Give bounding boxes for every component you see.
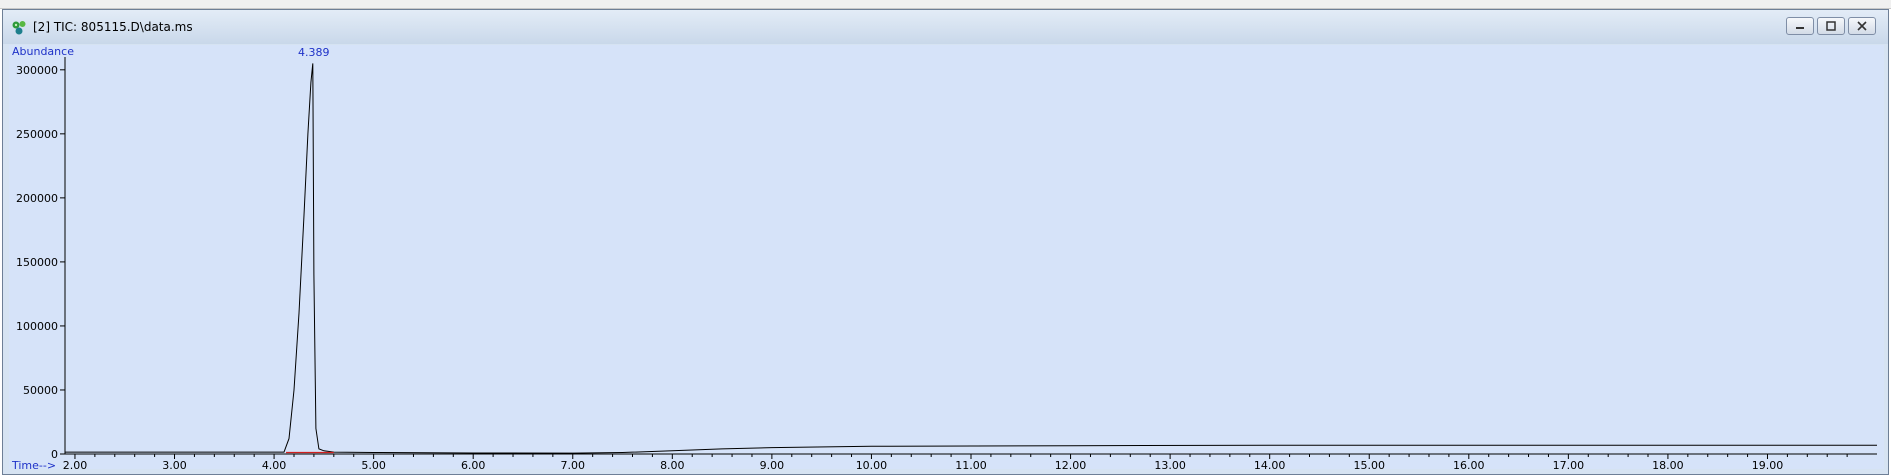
- x-tick-label: 5.00: [361, 459, 386, 469]
- y-tick-label: 100000: [16, 320, 58, 333]
- x-tick-label: 17.00: [1553, 459, 1585, 469]
- tic-chromatogram-chart: 0 50000 100000 150000 200000 250000 300000 2.00…: [11, 45, 1877, 469]
- x-tick-label: 2.00: [63, 459, 88, 469]
- y-axis-label: Abundance: [12, 45, 74, 58]
- x-tick-label: 13.00: [1154, 459, 1186, 469]
- window-titlebar[interactable]: [2] TIC: 805115.D\data.ms: [3, 10, 1888, 44]
- x-tick-label: 7.00: [561, 459, 586, 469]
- chromatogram-app-icon: [12, 21, 26, 35]
- chromatogram-window: [2] TIC: 805115.D\data.ms 0 50000 100000 15…: [2, 9, 1889, 475]
- x-tick-label: 14.00: [1254, 459, 1286, 469]
- x-tick-label: 10.00: [856, 459, 888, 469]
- y-tick-label: 200000: [16, 192, 58, 205]
- tic-trace-line: [65, 63, 1877, 454]
- restore-button[interactable]: [1817, 17, 1845, 35]
- top-toolbar-strip: [0, 0, 1891, 9]
- close-button[interactable]: [1848, 17, 1876, 35]
- close-icon: [1857, 21, 1867, 31]
- minimize-icon: [1796, 27, 1804, 29]
- x-tick-label: 4.00: [262, 459, 287, 469]
- y-tick-label: 250000: [16, 128, 58, 141]
- x-axis-label: Time-->: [11, 459, 56, 469]
- x-tick-label: 3.00: [162, 459, 187, 469]
- plot-area[interactable]: 0 50000 100000 150000 200000 250000 300000 2.00…: [9, 45, 1884, 469]
- y-tick-label: 150000: [16, 256, 58, 269]
- x-tick-label: 16.00: [1453, 459, 1485, 469]
- x-tick-label: 6.00: [461, 459, 486, 469]
- peak-retention-time-label: 4.389: [298, 46, 330, 59]
- x-tick-label: 9.00: [760, 459, 785, 469]
- y-tick-label: 50000: [23, 384, 58, 397]
- x-tick-label: 15.00: [1353, 459, 1385, 469]
- x-tick-label: 12.00: [1055, 459, 1087, 469]
- restore-icon: [1826, 21, 1836, 31]
- window-title: [2] TIC: 805115.D\data.ms: [33, 20, 193, 34]
- y-tick-label: 300000: [16, 64, 58, 77]
- x-tick-label: 18.00: [1652, 459, 1684, 469]
- minimize-button[interactable]: [1786, 17, 1814, 35]
- x-tick-label: 19.00: [1752, 459, 1784, 469]
- y-tick-label: 0: [51, 448, 58, 461]
- x-tick-label: 11.00: [955, 459, 987, 469]
- x-tick-label: 8.00: [660, 459, 685, 469]
